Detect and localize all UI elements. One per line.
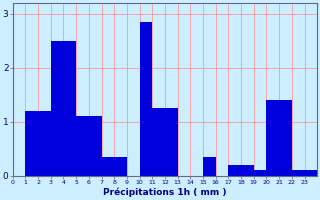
Bar xyxy=(38,111,51,176)
Bar xyxy=(267,100,279,176)
Bar xyxy=(140,22,152,176)
Bar xyxy=(279,100,292,176)
Bar xyxy=(51,41,63,176)
Bar xyxy=(63,41,76,176)
Bar xyxy=(254,170,267,176)
Bar xyxy=(76,116,89,176)
Bar xyxy=(89,116,101,176)
Bar xyxy=(228,165,241,176)
Bar xyxy=(114,157,127,176)
Bar xyxy=(25,111,38,176)
Bar xyxy=(292,170,305,176)
Bar xyxy=(101,157,114,176)
Bar xyxy=(241,165,254,176)
Bar xyxy=(165,108,178,176)
X-axis label: Précipitations 1h ( mm ): Précipitations 1h ( mm ) xyxy=(103,188,227,197)
Bar xyxy=(152,108,165,176)
Bar xyxy=(305,170,317,176)
Bar xyxy=(203,157,216,176)
